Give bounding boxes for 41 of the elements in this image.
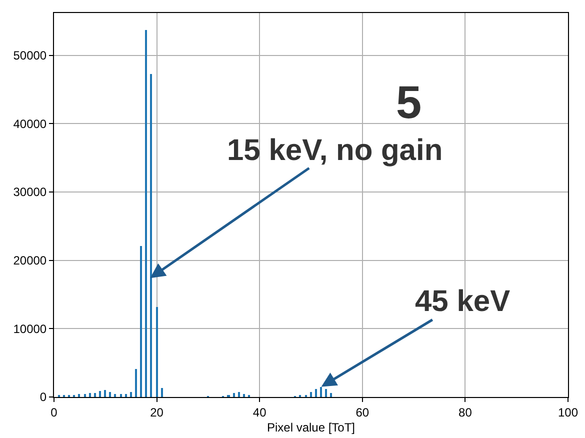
bar	[104, 390, 106, 397]
x-tick-label: 20	[150, 405, 164, 420]
bar	[109, 392, 111, 397]
x-tick-label: 0	[50, 405, 58, 420]
bar	[130, 392, 132, 397]
annotation: 15 keV, no gain	[227, 134, 443, 167]
bar	[238, 392, 240, 397]
bar	[330, 393, 332, 397]
y-tick-label: 50000	[13, 48, 47, 63]
annotation: 5	[396, 76, 422, 128]
x-axis-title: Pixel value [ToT]	[266, 420, 356, 434]
bar	[315, 389, 317, 397]
annotation: 45 keV	[415, 285, 510, 318]
bar	[125, 394, 127, 397]
y-tick-label: 30000	[13, 185, 47, 200]
y-tick-label: 40000	[13, 116, 47, 131]
bar	[135, 369, 137, 397]
bar	[94, 393, 96, 397]
bar	[161, 388, 163, 397]
y-tick-label: 20000	[13, 254, 47, 268]
bar	[114, 394, 116, 397]
bar	[156, 307, 158, 397]
bar	[78, 394, 80, 397]
y-tick-label: 0	[40, 390, 47, 404]
bar	[99, 391, 101, 397]
y-tick-label: 10000	[13, 322, 47, 336]
bar	[120, 394, 122, 397]
x-tick-label: 60	[356, 405, 370, 420]
bar	[320, 387, 322, 397]
x-tick-label: 100	[558, 405, 578, 420]
bar	[233, 393, 235, 397]
x-tick-label: 80	[458, 405, 472, 420]
bar	[243, 394, 245, 397]
x-tick-label: 40	[252, 405, 267, 420]
bar	[84, 394, 86, 397]
bar	[325, 389, 327, 397]
bar	[89, 393, 91, 397]
bar	[145, 30, 147, 397]
bar	[150, 74, 152, 397]
bar	[140, 246, 142, 397]
bar	[310, 392, 312, 397]
